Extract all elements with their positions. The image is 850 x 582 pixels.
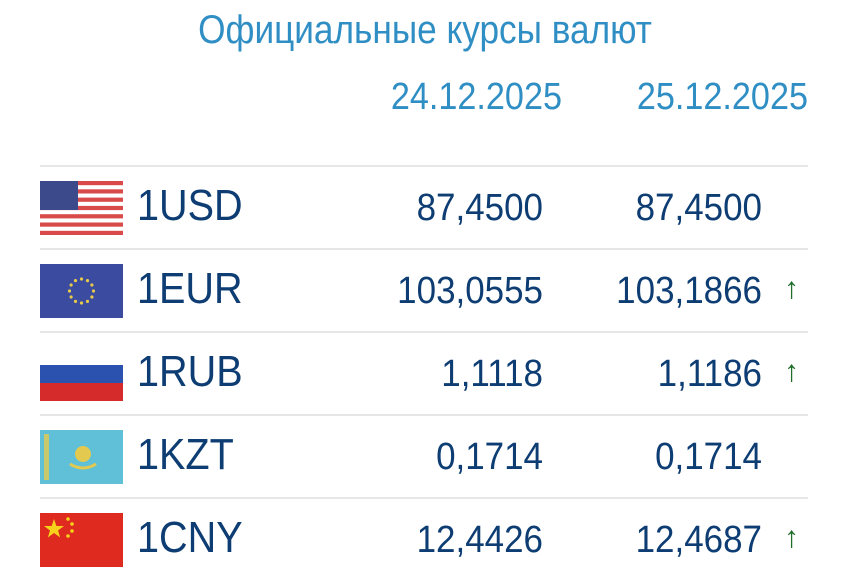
ru-flag-icon bbox=[40, 347, 123, 401]
rate-previous: 87,4500 bbox=[416, 187, 543, 229]
cn-flag-icon bbox=[40, 513, 123, 567]
rate-row-rub: 1RUB 1,1118 1,1186 ↑ bbox=[40, 331, 808, 416]
kz-flag-icon bbox=[40, 430, 123, 484]
rate-row-kzt: 1KZT 0,1714 0,1714 bbox=[40, 414, 808, 499]
rate-current: 87,4500 bbox=[635, 187, 762, 229]
rate-row-usd: 1USD 87,4500 87,4500 bbox=[40, 165, 808, 250]
trend-up-icon: ↑ bbox=[784, 355, 799, 388]
rate-previous: 103,0555 bbox=[397, 270, 543, 312]
page-title: Официальные курсы валют bbox=[198, 8, 652, 52]
rate-current: 12,4687 bbox=[635, 519, 762, 561]
trend-up-icon: ↑ bbox=[784, 272, 799, 305]
trend-up-icon: ↑ bbox=[784, 521, 799, 554]
currency-code: 1RUB bbox=[137, 347, 243, 396]
currency-code: 1USD bbox=[137, 181, 243, 230]
rate-previous: 0,1714 bbox=[436, 436, 543, 478]
eu-flag-icon bbox=[40, 264, 123, 318]
currency-code: 1CNY bbox=[137, 513, 243, 562]
rate-current: 103,1866 bbox=[616, 270, 762, 312]
rate-row-cny: 1CNY 12,4426 12,4687 ↑ bbox=[40, 497, 808, 582]
rate-current: 1,1186 bbox=[657, 353, 762, 395]
rate-previous: 1,1118 bbox=[441, 353, 543, 395]
date-current: 25.12.2025 bbox=[636, 76, 808, 118]
currency-code: 1EUR bbox=[137, 264, 243, 313]
rate-current: 0,1714 bbox=[655, 436, 762, 478]
us-flag-icon bbox=[40, 181, 123, 235]
date-previous: 24.12.2025 bbox=[390, 76, 562, 118]
currency-code: 1KZT bbox=[137, 430, 234, 479]
rate-previous: 12,4426 bbox=[416, 519, 543, 561]
rate-row-eur: 1EUR 103,0555 103,1866 ↑ bbox=[40, 248, 808, 333]
